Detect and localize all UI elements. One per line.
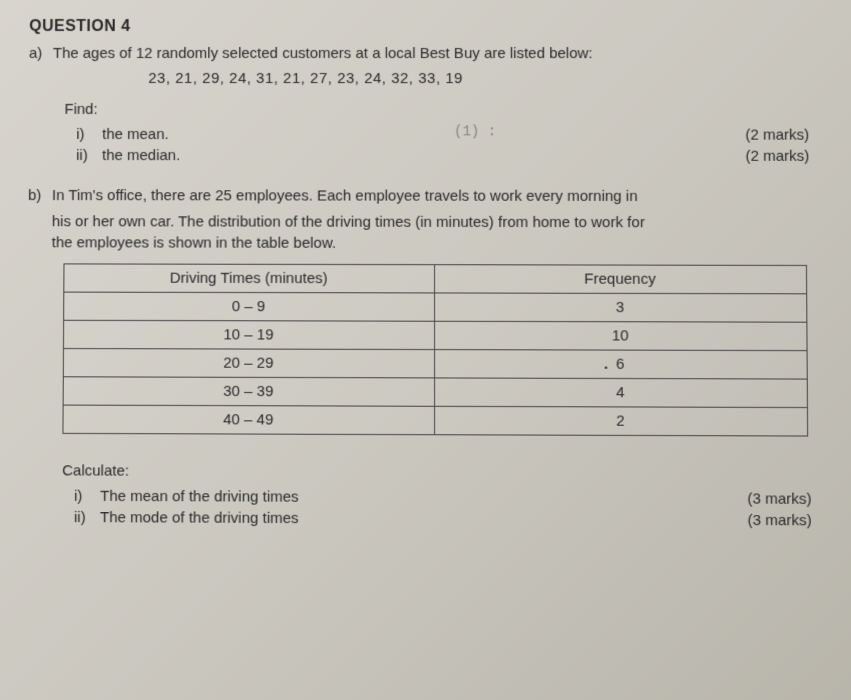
- item-number: i): [76, 126, 102, 143]
- cell-freq: 6: [434, 349, 807, 379]
- question-title: QUESTION 4: [29, 18, 818, 36]
- item-number: i): [74, 487, 100, 504]
- find-label: Find:: [64, 101, 819, 119]
- cell-freq: 2: [434, 406, 808, 436]
- part-b-item-2: ii) The mode of the driving times (3 mar…: [74, 509, 822, 530]
- cell-freq: 10: [434, 321, 807, 350]
- part-b-line3: the employees is shown in the table belo…: [52, 233, 820, 255]
- part-b-calc-block: Calculate: i) The mean of the driving ti…: [62, 462, 822, 529]
- part-b-line1: In Tim's office, there are 25 employees.…: [52, 186, 638, 207]
- table-row: 40 – 49 2: [63, 405, 808, 436]
- item-marks: (3 marks): [747, 512, 811, 530]
- cell-freq: 3: [434, 293, 807, 322]
- table-row: 20 – 29 6: [63, 348, 807, 379]
- header-frequency: Frequency: [434, 264, 807, 293]
- part-a-find-block: Find: (1) : i) the mean. (2 marks) ii) t…: [64, 101, 819, 165]
- item-number: ii): [76, 147, 102, 164]
- part-a-letter: a): [29, 45, 53, 62]
- part-b-item-1: i) The mean of the driving times (3 mark…: [74, 487, 822, 507]
- item-marks: (2 marks): [745, 148, 809, 165]
- worksheet-page: QUESTION 4 a) The ages of 12 randomly se…: [0, 0, 851, 552]
- item-marks: (2 marks): [745, 127, 809, 144]
- part-b-letter: b): [28, 184, 52, 208]
- part-a-item-1: i) the mean. (2 marks): [76, 126, 819, 144]
- item-marks: (3 marks): [747, 490, 811, 508]
- table-row: 10 – 19 10: [63, 320, 807, 350]
- header-driving-times: Driving Times (minutes): [64, 264, 434, 293]
- hand-annotation: (1) :: [454, 125, 496, 141]
- calculate-label: Calculate:: [62, 462, 821, 482]
- table-header-row: Driving Times (minutes) Frequency: [64, 264, 807, 294]
- part-b-line2: his or her own car. The distribution of …: [52, 212, 820, 234]
- cell-range: 20 – 29: [63, 348, 434, 377]
- item-text: The mean of the driving times: [100, 487, 299, 505]
- table-row: 0 – 9 3: [64, 292, 807, 322]
- item-text: the median.: [102, 147, 180, 164]
- cell-range: 40 – 49: [63, 405, 434, 435]
- cell-range: 0 – 9: [64, 292, 434, 321]
- cell-freq: 4: [434, 378, 807, 408]
- frequency-table: Driving Times (minutes) Frequency 0 – 9 …: [62, 263, 808, 436]
- table-row: 30 – 39 4: [63, 377, 807, 408]
- item-number: ii): [74, 509, 100, 526]
- part-b-block: b) In Tim's office, there are 25 employe…: [28, 184, 820, 254]
- part-a-item-2: ii) the median. (2 marks): [76, 147, 819, 165]
- cell-range: 10 – 19: [63, 320, 434, 349]
- item-text: The mode of the driving times: [100, 509, 299, 527]
- part-a-data: 23, 21, 29, 24, 31, 21, 27, 23, 24, 32, …: [148, 70, 819, 87]
- cell-range: 30 – 39: [63, 377, 434, 407]
- part-a-intro: The ages of 12 randomly selected custome…: [53, 44, 593, 64]
- item-text: the mean.: [102, 126, 169, 143]
- part-a-line: a) The ages of 12 randomly selected cust…: [29, 44, 819, 64]
